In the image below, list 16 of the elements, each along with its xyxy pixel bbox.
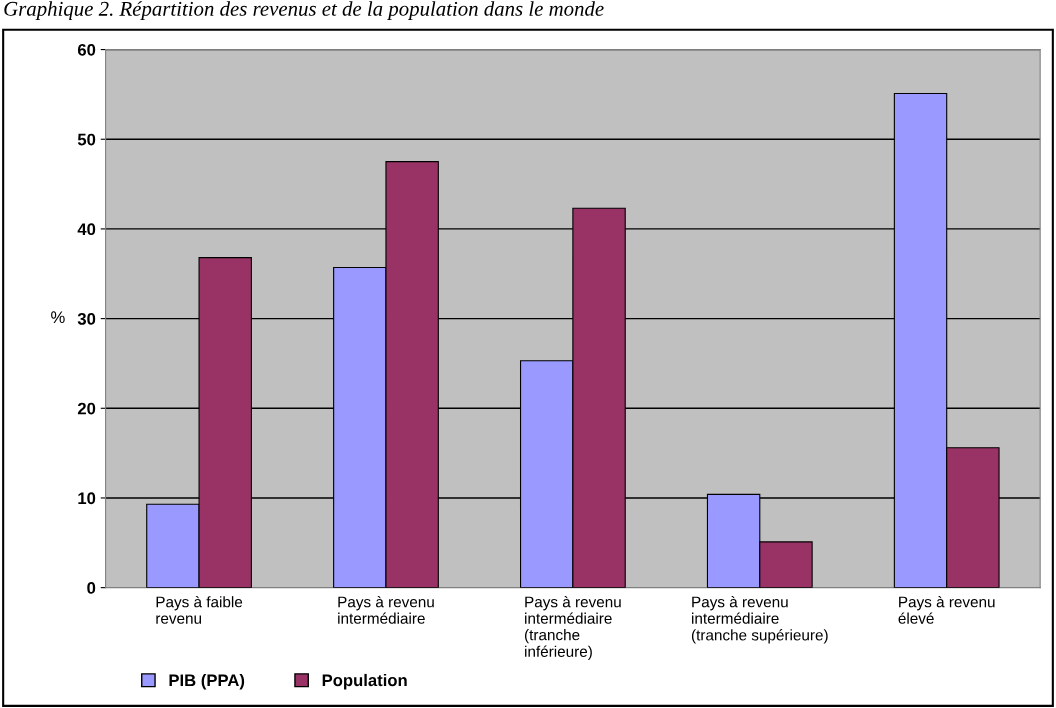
y-tick-label: 20 bbox=[77, 402, 96, 415]
y-tick-label: 50 bbox=[77, 133, 96, 146]
chart-title: Graphique 2. Répartition des revenus et de la population dans le monde bbox=[4, 1, 604, 21]
x-tick-label: Pays à revenu intermédiaire bbox=[338, 595, 434, 624]
legend-label: Population bbox=[322, 673, 407, 690]
y-tick-label: 0 bbox=[87, 582, 96, 594]
y-tick-label: 60 bbox=[77, 43, 96, 56]
y-tick-label: 10 bbox=[78, 492, 96, 505]
x-tick-label: Pays à revenu intermédiaire (tranche inférieure) bbox=[525, 595, 621, 660]
y-tick-label: 30 bbox=[77, 313, 96, 325]
y-axis-title: % bbox=[51, 311, 65, 324]
x-tick-label: Pays à revenu élevé bbox=[898, 595, 995, 624]
x-tick-label: Pays à revenu intermédiaire (tranche supérieure) bbox=[691, 595, 828, 644]
x-tick-label: Pays à faible revenu bbox=[156, 595, 243, 624]
y-tick-label: 40 bbox=[77, 223, 96, 236]
legend-label: PIB (PPA) bbox=[169, 673, 245, 690]
